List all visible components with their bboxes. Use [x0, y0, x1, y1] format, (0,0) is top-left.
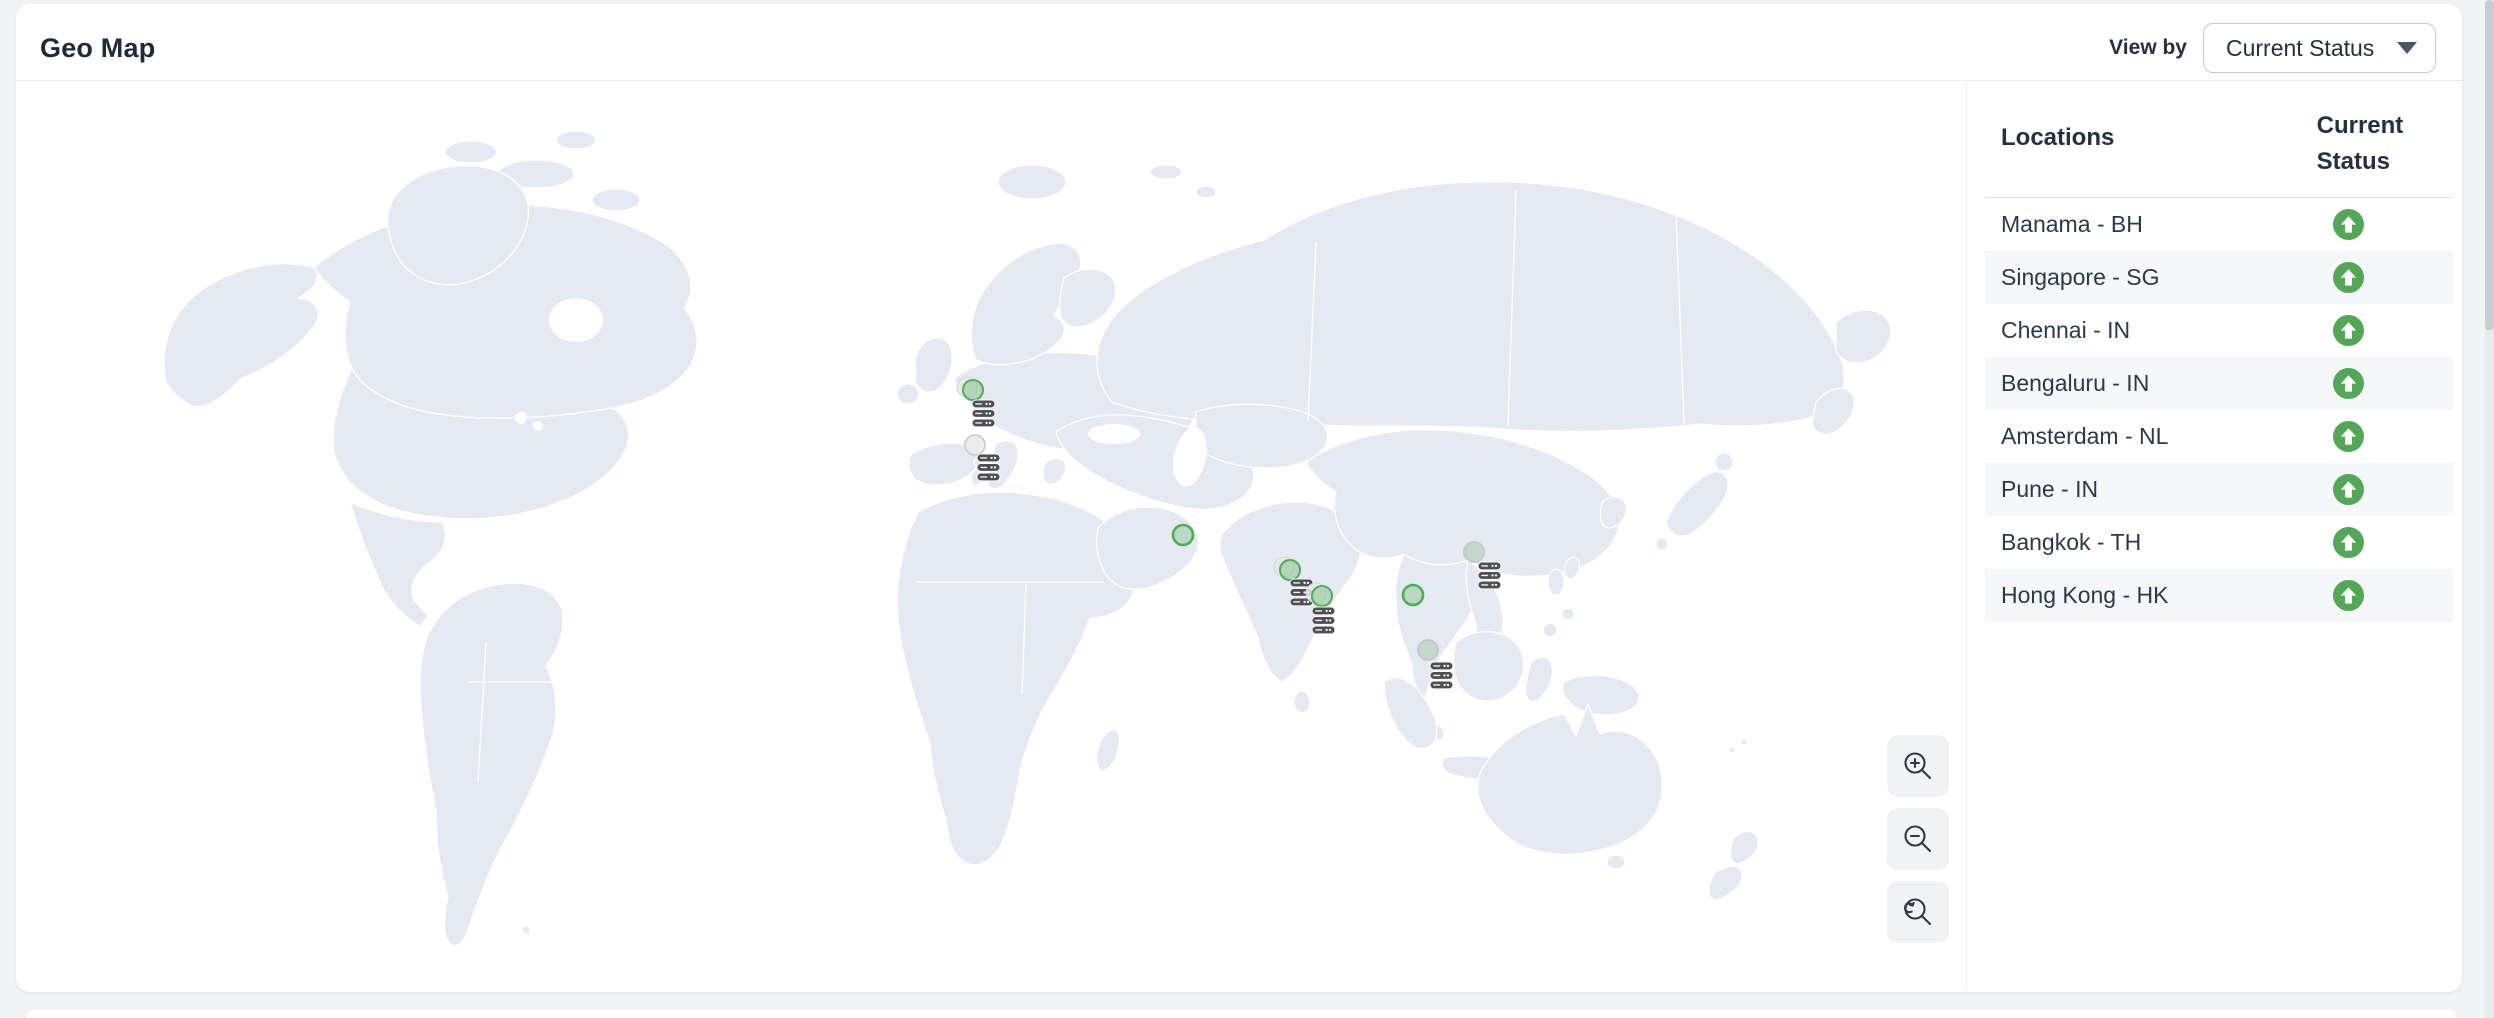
status-up-icon — [2333, 262, 2364, 293]
status-cell — [2309, 421, 2449, 452]
map-marker-pune[interactable] — [1273, 556, 1314, 607]
scrollbar-thumb[interactable] — [2485, 0, 2494, 330]
map-marker-manama[interactable] — [1171, 523, 1195, 547]
panel-divider-vertical — [1966, 82, 1967, 990]
view-by-dropdown[interactable]: Current Status — [2203, 23, 2436, 73]
location-row[interactable]: Bengaluru - IN — [1985, 357, 2453, 410]
location-label: Manama - BH — [2001, 211, 2143, 237]
status-up-icon — [2333, 474, 2364, 505]
server-rack-icon — [1311, 606, 1336, 616]
location-marker-circle — [1401, 583, 1425, 607]
location-row[interactable]: Hong Kong - HK — [1985, 569, 2453, 622]
zoom-out-button[interactable] — [1887, 808, 1949, 870]
reset-zoom-button[interactable] — [1887, 881, 1949, 943]
status-cell — [2309, 262, 2449, 293]
locations-column-header: Locations — [2001, 124, 2115, 151]
status-up-icon — [2333, 315, 2364, 346]
status-up-icon — [2333, 368, 2364, 399]
status-cell — [2309, 368, 2449, 399]
location-marker-circle — [964, 434, 986, 456]
zoom-out-icon — [1904, 825, 1932, 853]
geo-map-card: Geo Map View by Current Status — [16, 4, 2462, 992]
server-rack-icon — [1289, 578, 1314, 588]
map-marker-amsterdam[interactable] — [956, 376, 996, 428]
location-marker-circle — [1278, 558, 1302, 582]
location-marker-circle — [961, 378, 985, 402]
server-rack-icon — [971, 418, 996, 428]
location-marker-circle — [1310, 584, 1334, 608]
chevron-down-icon — [2397, 42, 2417, 54]
location-label: Pune - IN — [2001, 476, 2099, 502]
zoom-in-icon — [1904, 752, 1932, 780]
page-title: Geo Map — [40, 32, 156, 63]
locations-panel-header: Locations Current Status — [1985, 108, 2453, 180]
status-cell — [2309, 580, 2449, 611]
location-row[interactable]: Pune - IN — [1985, 463, 2453, 516]
view-by-label: View by — [2109, 36, 2187, 59]
server-rack-icon — [971, 399, 996, 409]
panel-header-divider — [1985, 197, 2453, 198]
map-marker-hong-kong[interactable] — [1463, 541, 1502, 590]
card-header: Geo Map View by Current Status — [16, 4, 2462, 81]
location-marker-circle — [1463, 541, 1485, 563]
reset-zoom-icon — [1904, 898, 1932, 926]
location-label: Amsterdam - NL — [2001, 423, 2169, 449]
world-map-land — [163, 130, 1892, 947]
status-cell — [2309, 209, 2449, 240]
server-rack-icon — [1311, 625, 1336, 635]
locations-panel: Locations Current Status Manama - BH Sing… — [1967, 82, 2462, 992]
server-rack-icon — [1311, 616, 1336, 625]
location-label: Chennai - IN — [2001, 317, 2131, 343]
current-status-column-header: Current Status — [2316, 112, 2404, 175]
server-rack-icon — [1429, 671, 1454, 680]
status-up-icon — [2333, 580, 2364, 611]
map-marker-bangkok[interactable] — [1401, 583, 1425, 607]
location-row[interactable]: Chennai - IN — [1985, 304, 2453, 357]
scrollbar[interactable] — [2485, 0, 2494, 1018]
location-row[interactable]: Bangkok - TH — [1985, 516, 2453, 569]
view-by-selected-value: Current Status — [2226, 34, 2375, 61]
status-cell — [2309, 315, 2449, 346]
map-marker-singapore[interactable] — [1417, 639, 1454, 690]
location-label: Singapore - SG — [2001, 264, 2160, 290]
server-rack-icon — [971, 409, 996, 418]
status-up-icon — [2333, 209, 2364, 240]
status-up-icon — [2333, 527, 2364, 558]
server-rack-icon — [1477, 580, 1502, 590]
status-cell — [2309, 474, 2449, 505]
server-rack-icon — [1429, 680, 1454, 690]
server-rack-icon — [976, 453, 1001, 463]
status-cell — [2309, 527, 2449, 558]
location-marker-circle — [1417, 639, 1439, 661]
locations-list: Manama - BH Singapore - SG Chennai - IN Ben… — [1985, 198, 2453, 622]
location-marker-circle — [1171, 523, 1195, 547]
world-map[interactable] — [16, 82, 1966, 992]
server-rack-icon — [976, 463, 1001, 472]
next-widget-card — [26, 1010, 2456, 1018]
server-rack-icon — [1477, 571, 1502, 580]
map-marker-chennai[interactable] — [1305, 582, 1336, 635]
map-marker-south-europe[interactable] — [964, 434, 1001, 482]
server-rack-icon — [1429, 661, 1454, 671]
zoom-in-button[interactable] — [1887, 735, 1949, 797]
location-label: Bengaluru - IN — [2001, 370, 2150, 396]
location-label: Hong Kong - HK — [2001, 582, 2169, 608]
status-up-icon — [2333, 421, 2364, 452]
map-zoom-controls — [1887, 735, 1949, 943]
server-rack-icon — [1477, 561, 1502, 571]
location-row[interactable]: Manama - BH — [1985, 198, 2453, 251]
location-row[interactable]: Singapore - SG — [1985, 251, 2453, 304]
server-rack-icon — [976, 472, 1001, 482]
location-row[interactable]: Amsterdam - NL — [1985, 410, 2453, 463]
map-markers-layer — [956, 376, 1502, 690]
location-label: Bangkok - TH — [2001, 529, 2142, 555]
